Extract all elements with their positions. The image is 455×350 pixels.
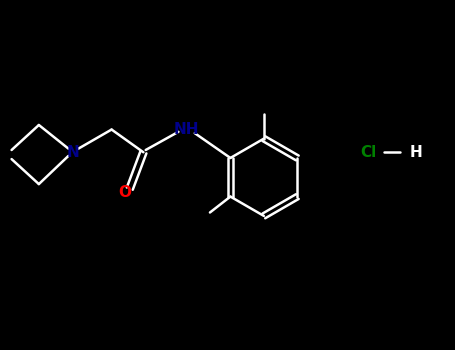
Text: NH: NH [174, 122, 199, 137]
Text: H: H [410, 145, 423, 160]
Text: N: N [66, 145, 79, 160]
Text: O: O [118, 185, 131, 200]
Text: Cl: Cl [360, 145, 377, 160]
